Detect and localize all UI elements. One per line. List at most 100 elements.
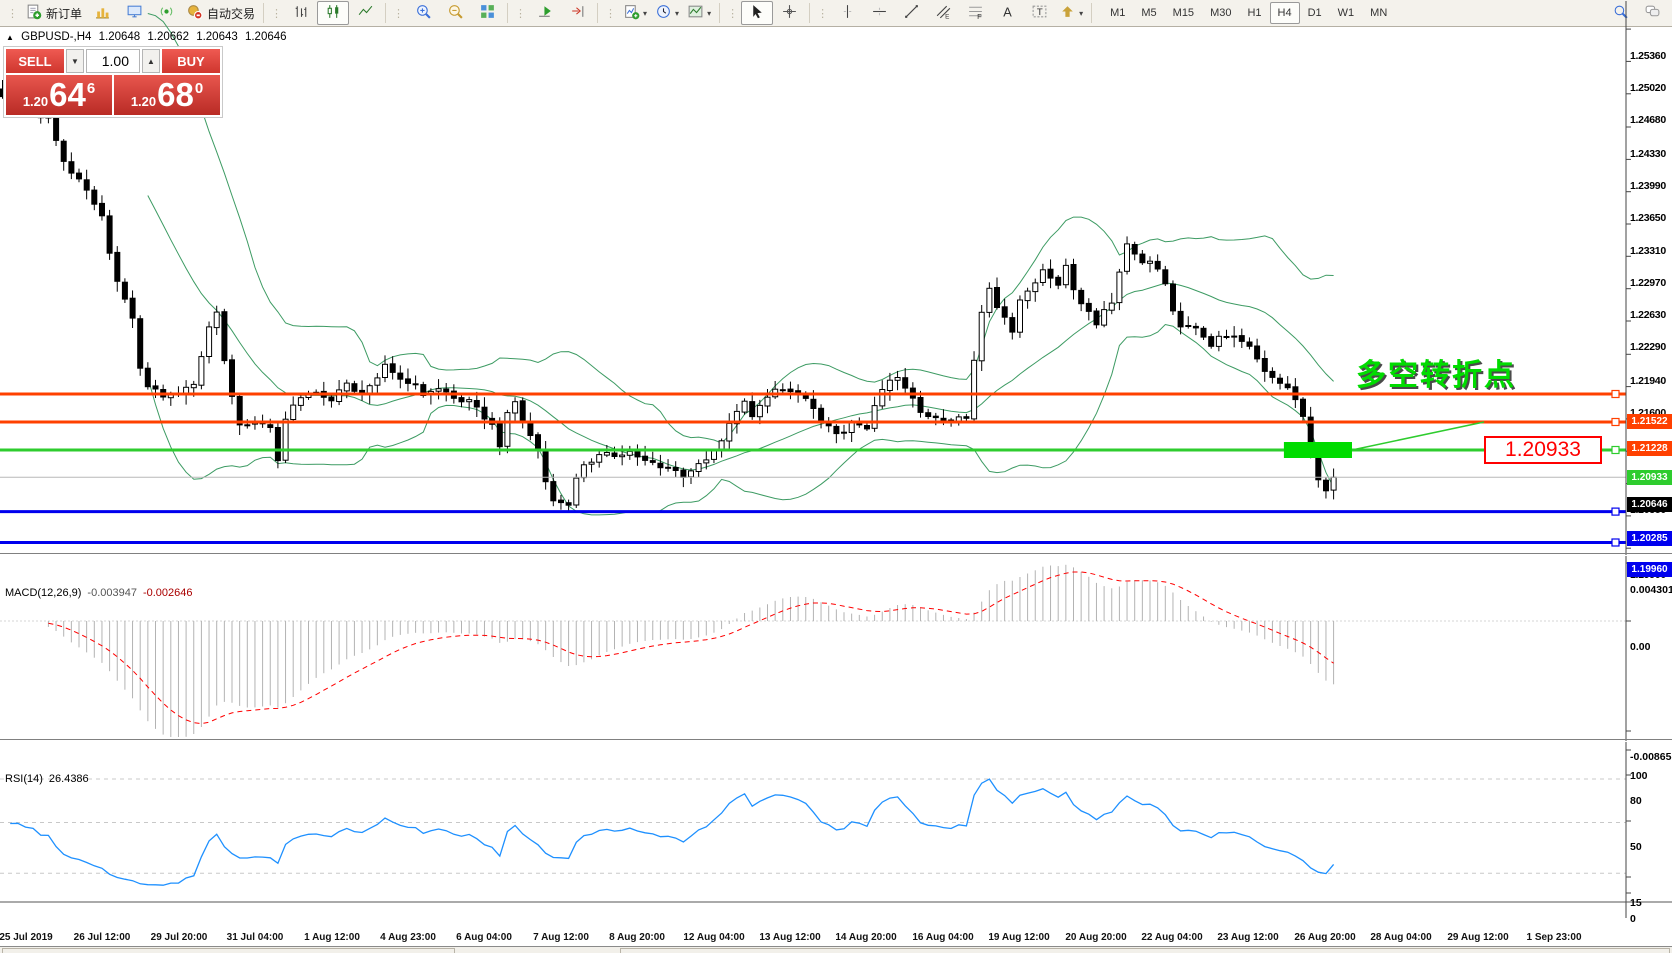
candle-body [473, 400, 480, 408]
timeframe-w1-button[interactable]: W1 [1337, 7, 1355, 19]
chevron-down-icon[interactable]: ▾ [1079, 8, 1084, 18]
candle-body [764, 396, 771, 407]
chat-button[interactable] [1636, 1, 1668, 25]
trendline-button[interactable] [895, 1, 927, 25]
text-button[interactable]: A [991, 1, 1023, 25]
equidistant-channel-button[interactable]: E [927, 1, 959, 25]
macd-value: -0.003947 [87, 587, 137, 599]
tile-windows-button[interactable] [471, 1, 503, 25]
arrows-button[interactable]: ▾ [1055, 1, 1087, 25]
support-price-label[interactable]: 1.20285 [1627, 531, 1672, 546]
timeframe-h4-button[interactable]: H4 [1269, 2, 1300, 24]
toolbar-separator [809, 3, 811, 23]
pivot-highlight-rectangle[interactable] [1283, 442, 1352, 458]
candlestick-chart-button[interactable] [317, 1, 350, 25]
candle-body [733, 410, 740, 425]
volume-increase-button[interactable]: ▲ [142, 49, 160, 73]
bollinger-lower-band [147, 323, 1335, 516]
volume-decrease-button[interactable]: ▼ [66, 49, 84, 73]
vertical-line-button[interactable] [831, 1, 863, 25]
time-axis-label: 14 Aug 20:00 [835, 932, 897, 943]
candle-body [833, 425, 840, 435]
chart-shift-button[interactable] [561, 1, 593, 25]
line-chart-button[interactable] [349, 1, 381, 25]
ohlc-close: 1.20646 [244, 31, 287, 43]
crosshair-button[interactable] [773, 1, 805, 25]
timeframe-m15-button[interactable]: M15 [1172, 7, 1195, 19]
tile-windows-icon [479, 3, 496, 23]
cursor-button[interactable] [741, 1, 774, 25]
profiles-icon [126, 3, 143, 23]
templates-button[interactable]: ▾ [683, 1, 715, 25]
timeframe-m5-button[interactable]: M5 [1141, 7, 1157, 19]
buy-button[interactable]: BUY [162, 49, 220, 73]
candle-body [1070, 264, 1077, 291]
crosshair-icon [781, 3, 798, 23]
support-price-label[interactable]: 1.19960 [1627, 562, 1672, 577]
chevron-down-icon[interactable]: ▾ [643, 8, 648, 18]
candle-body [443, 388, 450, 393]
rsi-axis-label: 80 [1630, 795, 1642, 807]
auto-scroll-button[interactable] [529, 1, 561, 25]
macd-indicator-label: MACD(12,26,9) -0.003947 -0.002646 [5, 587, 193, 599]
resistance-price-label[interactable]: 1.21522 [1627, 414, 1672, 429]
pivot-price-callout[interactable]: 1.20933 [1484, 436, 1602, 464]
new-order-button[interactable]: 新订单 [21, 1, 86, 25]
volume-input[interactable]: 1.00 [86, 49, 140, 73]
time-axis-label: 26 Jul 12:00 [73, 932, 131, 943]
timeframe-mn-button[interactable]: MN [1370, 7, 1388, 19]
candle-body [328, 396, 335, 402]
candle-body [129, 297, 136, 319]
candle-body [1269, 370, 1276, 378]
line-anchor-handle[interactable] [1611, 417, 1620, 427]
candle-body [244, 424, 251, 427]
horizontal-line-button[interactable] [863, 1, 895, 25]
sell-button[interactable]: SELL [6, 49, 64, 73]
buy-price-pips: 68 [157, 76, 194, 113]
candle-body [1177, 310, 1184, 328]
zoom-out-button[interactable] [439, 1, 471, 25]
candle-body [336, 389, 343, 402]
timeframe-h1-button[interactable]: H1 [1247, 7, 1262, 19]
candle-body [917, 397, 924, 413]
charts-button[interactable] [86, 1, 118, 25]
signals-button[interactable] [150, 1, 182, 25]
candle-body [1108, 302, 1115, 311]
candle-body [1101, 309, 1108, 326]
candle-body [1147, 260, 1153, 264]
chevron-down-icon[interactable]: ▾ [675, 8, 680, 18]
candle-body [894, 377, 901, 381]
timeframe-m30-button[interactable]: M30 [1210, 7, 1232, 19]
pivot-price-label[interactable]: 1.20933 [1627, 470, 1672, 485]
bar-chart-button[interactable] [285, 1, 317, 25]
text-label-button[interactable]: T [1023, 1, 1055, 25]
resistance-price-label[interactable]: 1.21228 [1627, 441, 1672, 456]
auto-trading-button[interactable]: 自动交易 [182, 1, 259, 25]
timeframe-m1-button[interactable]: M1 [1110, 7, 1126, 19]
timeframe-d1-button[interactable]: D1 [1307, 7, 1322, 19]
candle-body [1185, 325, 1192, 327]
time-axis-label: 29 Aug 12:00 [1447, 932, 1509, 943]
indicators-button[interactable]: ▾ [619, 1, 651, 25]
buy-price-tile[interactable]: 1.20 68 0 [114, 75, 220, 115]
chart-annotation-text[interactable]: 多空转折点 [1356, 359, 1516, 392]
callout-connector [1351, 421, 1485, 451]
fibonacci-button[interactable]: F [959, 1, 991, 25]
line-anchor-handle[interactable] [1611, 538, 1620, 547]
chart-canvas[interactable] [0, 0, 1672, 926]
candle-body [267, 424, 274, 429]
periods-button[interactable]: ▾ [651, 1, 683, 25]
profiles-button[interactable] [118, 1, 150, 25]
time-axis-label: 7 Aug 12:00 [533, 932, 589, 943]
time-axis-label: 16 Aug 04:00 [912, 932, 974, 943]
toolbar-grip: ⋮ [727, 7, 739, 20]
chat-icon [1644, 3, 1661, 23]
sell-price-tile[interactable]: 1.20 64 6 [6, 75, 112, 115]
zoom-in-button[interactable] [407, 1, 439, 25]
collapse-arrow-icon[interactable]: ▲ [6, 33, 14, 42]
line-anchor-handle[interactable] [1611, 507, 1620, 516]
line-anchor-handle[interactable] [1611, 389, 1620, 399]
chevron-down-icon[interactable]: ▾ [707, 8, 712, 18]
price-tick-label: 1.22970 [1630, 277, 1666, 289]
line-anchor-handle[interactable] [1611, 445, 1620, 455]
